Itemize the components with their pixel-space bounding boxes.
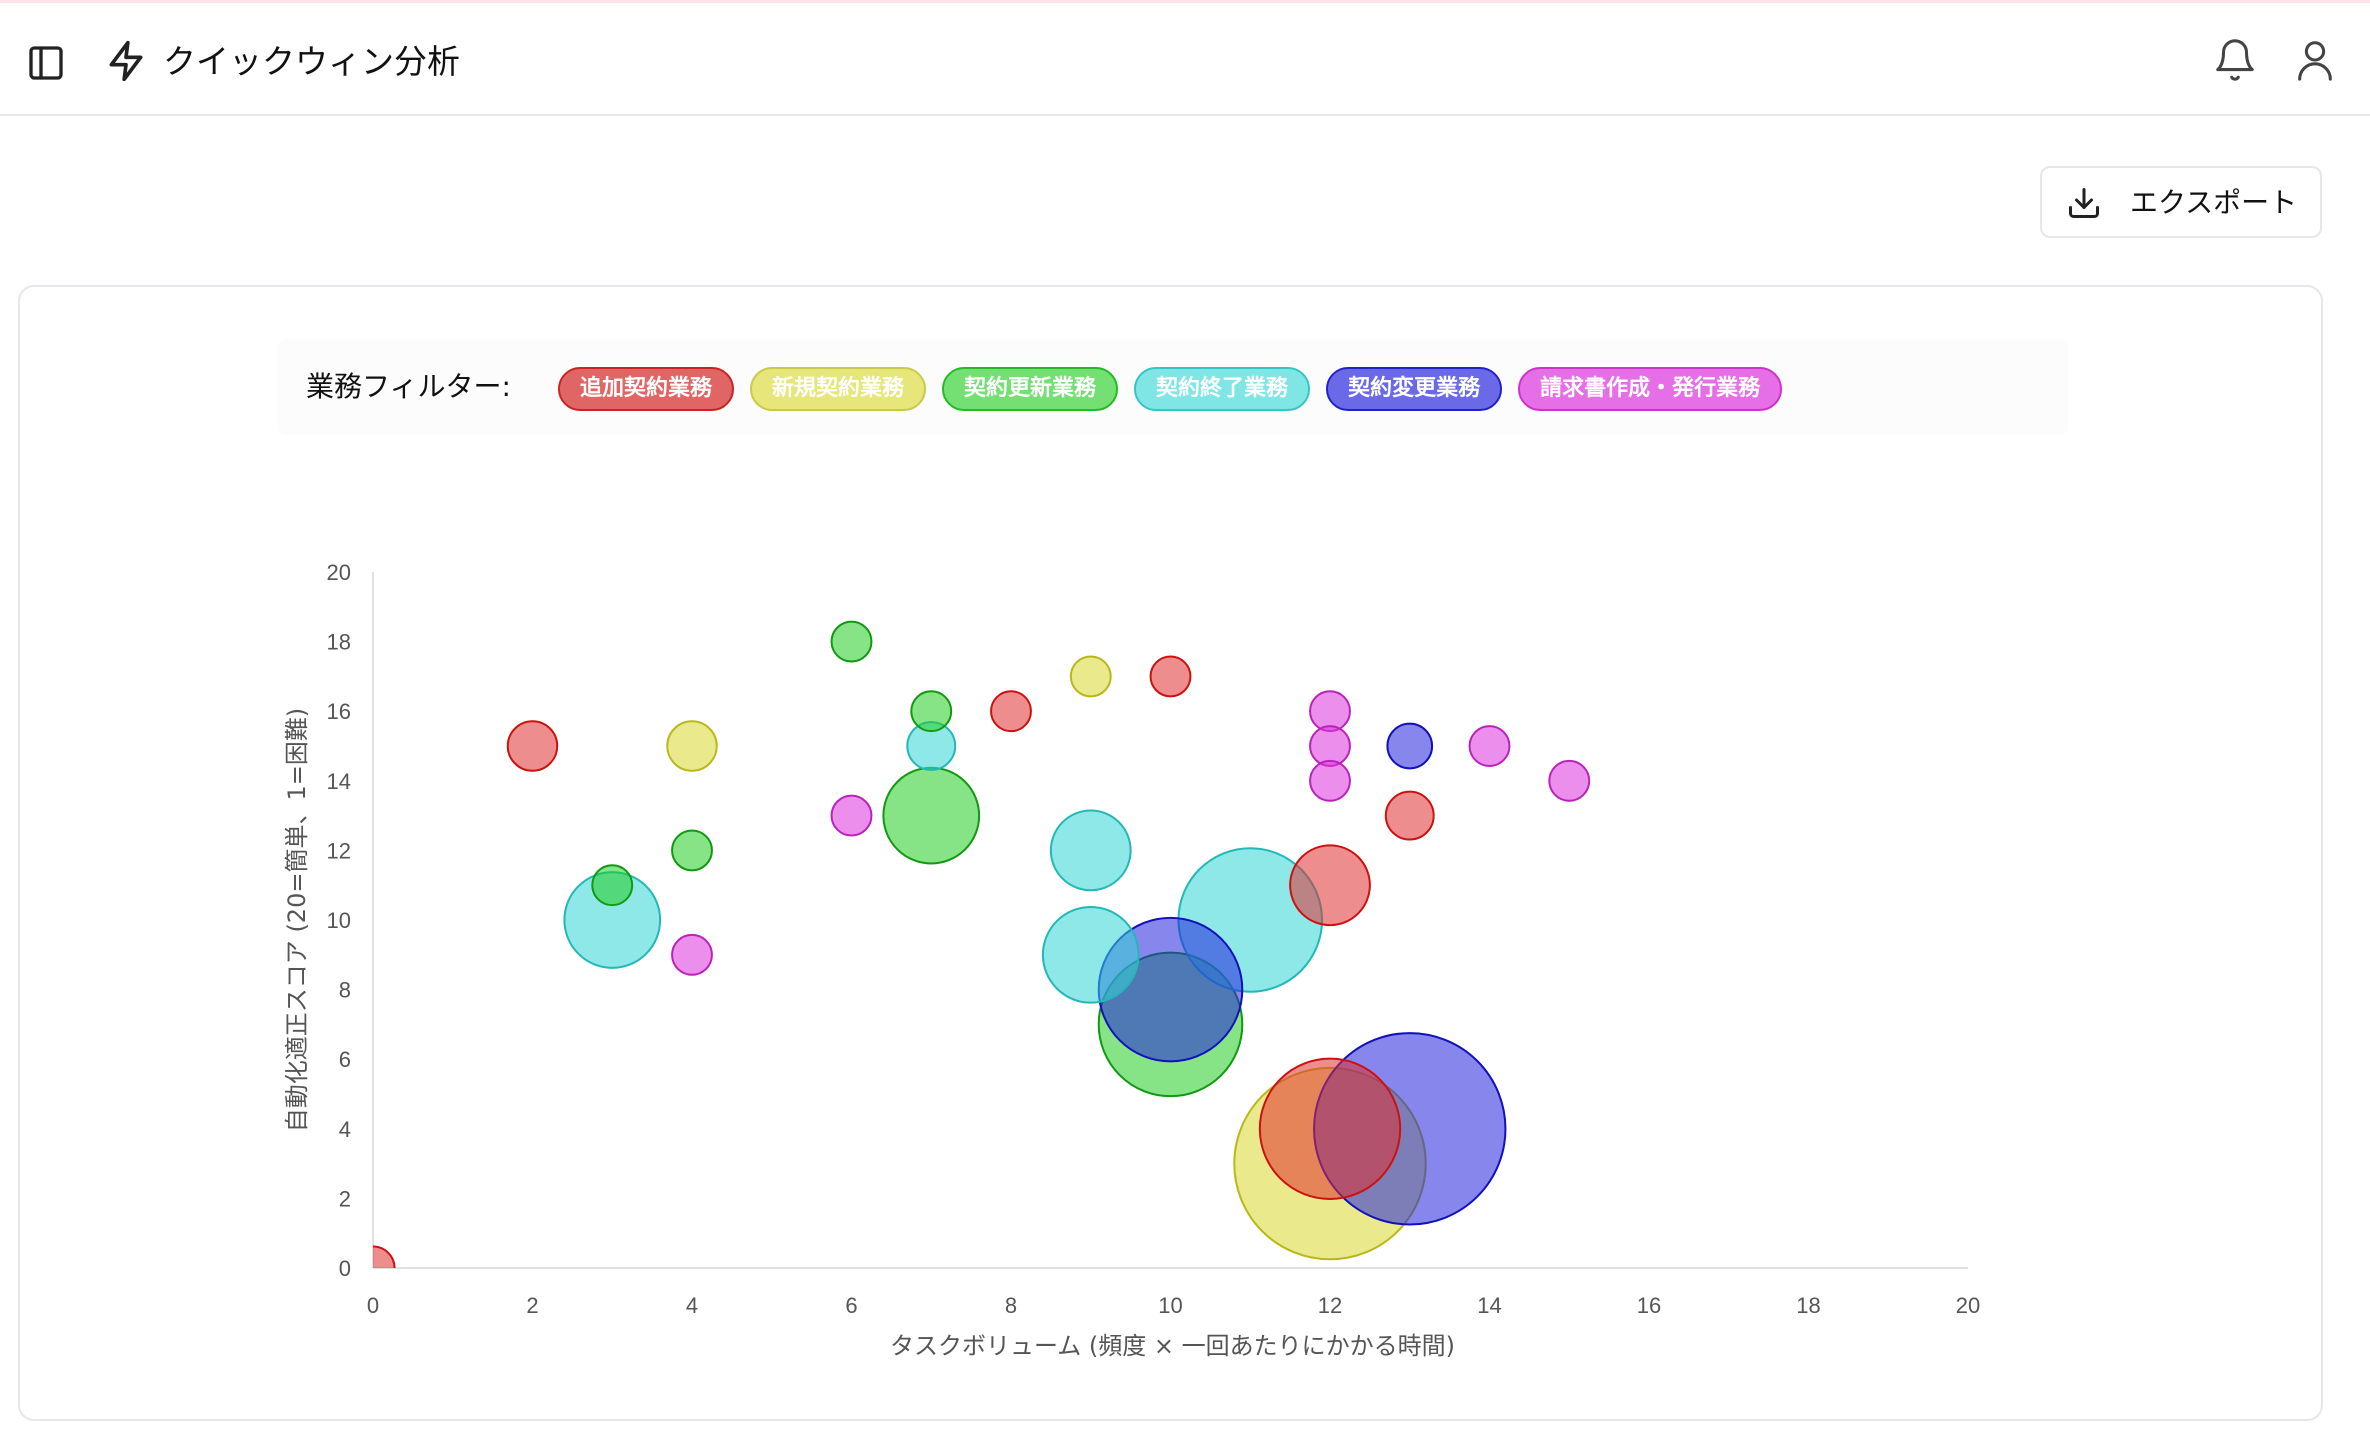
bubble-point	[671, 933, 713, 976]
x-tick-label: 18	[1796, 1293, 1820, 1318]
y-tick-label: 0	[339, 1256, 351, 1281]
filter-chip[interactable]: 契約変更業務	[1326, 367, 1503, 411]
x-tick-label: 2	[526, 1293, 538, 1318]
x-axis-title: タスクボリューム (頻度 × 一回あたりにかかる時間)	[890, 1332, 1455, 1360]
bubble-point	[990, 690, 1032, 733]
x-tick-label: 20	[1956, 1293, 1980, 1318]
bubble-point	[1258, 1057, 1402, 1200]
bell-icon[interactable]	[2212, 37, 2258, 83]
bolt-icon	[104, 39, 148, 83]
y-tick-label: 10	[327, 908, 351, 933]
bubble-point	[830, 794, 873, 837]
y-tick-label: 12	[327, 838, 351, 863]
filter-chip-group: 追加契約業務 新規契約業務 契約更新業務 契約終了業務 契約変更業務 請求書作成・発行業務	[558, 367, 1783, 411]
bubble-point	[910, 690, 953, 733]
bubble-layer	[373, 620, 1591, 1268]
bubble-point	[830, 620, 873, 663]
top-accent-line	[0, 0, 2370, 3]
bubble-chart: 0 2 4 6 8 10 12 14 16 18 20 0 2 4 6 8 10 12 14 16 18 20 タスクボリュ…	[283, 560, 1980, 1360]
y-tick-label: 6	[339, 1047, 351, 1072]
y-tick-label: 4	[339, 1117, 351, 1142]
x-tick-label: 10	[1158, 1293, 1182, 1318]
export-button[interactable]: エクスポート	[2040, 166, 2322, 238]
chart-card: 業務フィルター: 追加契約業務 新規契約業務 契約更新業務 契約終了業務 契約変更業務請…	[18, 285, 2323, 1421]
y-tick-label: 14	[327, 769, 351, 794]
bubble-point	[506, 720, 559, 772]
bubble-point	[1149, 655, 1192, 698]
x-tick-label: 12	[1318, 1293, 1342, 1318]
filter-chip[interactable]: 追加契約業務	[558, 367, 735, 411]
bubble-point	[373, 1245, 396, 1268]
bubble-point	[1468, 725, 1511, 767]
y-tick-label: 8	[339, 978, 351, 1003]
y-tick-label: 2	[339, 1186, 351, 1211]
export-label: エクスポート	[2130, 186, 2298, 219]
y-tick-label: 18	[327, 630, 351, 655]
bubble-point	[666, 720, 718, 772]
page-title: クイックウィン分析	[163, 42, 460, 81]
download-icon	[2066, 185, 2102, 221]
bubble-point	[1069, 655, 1112, 698]
x-tick-label: 16	[1637, 1293, 1661, 1318]
bubble-point	[1386, 722, 1434, 770]
filter-chip[interactable]: 契約終了業務	[1134, 367, 1311, 411]
bubble-point	[1548, 759, 1591, 802]
x-tick-label: 8	[1005, 1293, 1017, 1318]
sidebar-toggle-icon[interactable]	[26, 43, 66, 83]
user-icon[interactable]	[2292, 37, 2338, 83]
y-axis-title: 自動化適正スコア (20=簡単、1=困難)	[283, 708, 311, 1132]
filter-chip[interactable]: 新規契約業務	[750, 367, 927, 411]
x-tick-label: 4	[686, 1293, 698, 1318]
bubble-point	[1289, 844, 1371, 927]
filter-chip[interactable]: 請求書作成・発行業務	[1518, 367, 1783, 411]
bubble-point	[591, 864, 634, 907]
bubble-point	[671, 829, 713, 872]
filter-chip[interactable]: 契約更新業務	[942, 367, 1119, 411]
filter-label: 業務フィルター:	[306, 370, 511, 403]
bubble-point	[1384, 790, 1435, 841]
bubble-point	[1309, 759, 1351, 802]
y-tick-label: 16	[327, 699, 351, 724]
x-tick-label: 6	[845, 1293, 857, 1318]
bubble-point	[882, 766, 981, 865]
app-header: クイックウィン分析	[0, 3, 2370, 116]
y-tick-label: 20	[327, 560, 351, 585]
x-tick-label: 0	[367, 1293, 379, 1318]
x-tick-label: 14	[1477, 1293, 1501, 1318]
filter-bar: 業務フィルター: 追加契約業務 新規契約業務 契約更新業務 契約終了業務 契約変更業務請…	[278, 339, 2068, 435]
bubble-point	[1049, 809, 1132, 892]
bubble-point	[1041, 905, 1140, 1004]
